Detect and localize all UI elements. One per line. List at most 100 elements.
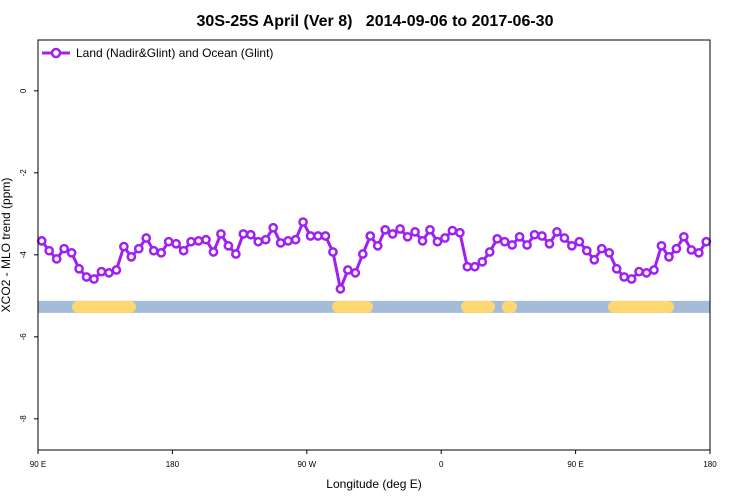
data-point-72 <box>574 236 585 247</box>
data-point-74 <box>589 254 600 265</box>
data-point-28 <box>245 229 256 240</box>
x-tick-label: 0 <box>439 460 444 469</box>
data-point-13 <box>133 243 144 254</box>
data-point-65 <box>522 240 532 250</box>
x-tick-label: 90 E <box>567 460 583 469</box>
data-point-56 <box>455 227 465 238</box>
x-tick-label: 90 W <box>297 460 316 469</box>
data-point-11 <box>119 241 129 252</box>
data-point-47 <box>387 229 398 239</box>
data-point-33 <box>283 236 293 246</box>
data-point-7 <box>89 274 99 284</box>
data-point-80 <box>634 266 644 277</box>
data-point-61 <box>492 234 503 244</box>
data-point-29 <box>253 236 264 247</box>
data-point-79 <box>626 274 637 284</box>
data-point-66 <box>529 229 540 240</box>
data-point-15 <box>148 245 159 256</box>
x-tick-label: 90 E <box>30 460 46 469</box>
data-point-0 <box>36 236 47 246</box>
data-point-86 <box>679 231 689 242</box>
data-point-50 <box>410 227 420 237</box>
y-tick-label: 0 <box>19 88 28 93</box>
data-point-2 <box>51 254 62 264</box>
data-point-51 <box>417 236 428 246</box>
data-point-9 <box>104 268 114 278</box>
data-point-45 <box>372 240 383 251</box>
legend-marker <box>50 47 62 59</box>
data-point-4 <box>66 247 77 258</box>
series-land-ocean <box>36 217 712 294</box>
data-point-68 <box>544 238 555 249</box>
y-axis: 0 -2 -4 -6 -8 <box>19 88 38 422</box>
data-point-14 <box>141 233 152 243</box>
data-point-22 <box>201 234 211 245</box>
data-point-20 <box>186 236 196 247</box>
data-point-58 <box>469 261 480 272</box>
data-point-70 <box>559 233 570 243</box>
data-point-42 <box>350 268 361 278</box>
data-point-76 <box>604 247 615 258</box>
data-point-49 <box>402 231 413 242</box>
data-point-39 <box>328 247 338 257</box>
data-point-73 <box>581 245 592 256</box>
data-point-59 <box>477 256 488 267</box>
data-point-63 <box>507 240 517 250</box>
data-point-25 <box>223 240 234 251</box>
data-point-57 <box>462 261 473 272</box>
x-tick-label: 180 <box>703 460 717 469</box>
legend: Land (Nadir&Glint) and Ocean (Glint) <box>42 46 273 60</box>
data-point-37 <box>313 231 323 241</box>
data-point-8 <box>96 266 107 277</box>
data-point-78 <box>619 272 629 282</box>
data-point-55 <box>447 225 458 236</box>
data-point-69 <box>552 227 562 237</box>
plot-frame <box>37 39 711 451</box>
data-point-64 <box>514 231 525 242</box>
x-axis: 90 E 180 90 W 0 90 E 180 <box>30 450 717 469</box>
data-point-60 <box>484 247 495 257</box>
data-point-32 <box>275 238 286 248</box>
data-point-43 <box>357 249 368 259</box>
data-point-16 <box>156 247 167 258</box>
data-point-31 <box>268 222 279 233</box>
y-tick-label: -2 <box>19 169 28 177</box>
data-point-77 <box>611 263 622 274</box>
data-point-41 <box>343 265 353 275</box>
data-point-87 <box>686 245 697 255</box>
data-point-48 <box>395 224 405 234</box>
data-point-17 <box>163 236 174 247</box>
data-point-38 <box>320 231 331 241</box>
data-point-53 <box>432 236 443 247</box>
data-point-40 <box>335 284 346 294</box>
data-point-23 <box>208 247 219 257</box>
data-point-27 <box>238 229 249 239</box>
data-point-34 <box>290 234 301 245</box>
data-point-81 <box>641 268 652 278</box>
data-point-85 <box>671 243 682 254</box>
data-point-71 <box>567 240 577 251</box>
data-point-83 <box>656 240 667 251</box>
data-point-62 <box>499 236 510 247</box>
data-point-24 <box>216 229 226 239</box>
data-point-82 <box>649 265 659 275</box>
data-point-3 <box>59 243 69 254</box>
x-tick-label: 180 <box>166 460 180 469</box>
data-point-44 <box>365 231 376 241</box>
data-point-1 <box>44 245 55 256</box>
data-point-12 <box>126 252 137 262</box>
y-tick-label: -4 <box>19 251 28 259</box>
y-tick-label: -6 <box>19 333 28 341</box>
data-point-30 <box>260 234 271 245</box>
data-point-21 <box>193 236 204 246</box>
data-point-35 <box>298 217 308 227</box>
data-point-26 <box>231 249 241 259</box>
x-axis-title: Longitude (deg E) <box>326 477 421 491</box>
chart-title: 30S-25S April (Ver 8) 2014-09-06 to 2017… <box>197 13 554 30</box>
data-point-18 <box>171 238 181 249</box>
y-tick-label: -8 <box>19 415 28 423</box>
data-point-67 <box>537 231 547 241</box>
data-point-84 <box>664 252 674 262</box>
legend-label: Land (Nadir&Glint) and Ocean (Glint) <box>76 46 273 60</box>
